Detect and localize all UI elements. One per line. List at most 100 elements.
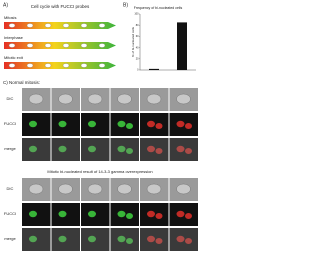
row-label: Mitotic exit [4,55,24,60]
row-label: FUCCI [4,211,16,216]
nucleus [58,145,67,153]
nucleus [58,210,67,218]
nucleus [117,210,126,218]
cell-icon [98,43,106,48]
cell-icon [26,63,34,68]
row-label: FUCCI [4,121,16,126]
row-label: merge [4,236,16,241]
overlay [169,138,198,161]
overlay [51,228,80,251]
nucleus [29,145,37,153]
nucleus [88,145,96,153]
nucleus [126,238,133,244]
cell [58,183,73,195]
nucleus [155,148,163,154]
nucleus [117,235,126,243]
nucleus [58,235,67,243]
row-label: merge [4,146,16,151]
cell [87,93,103,105]
cell [28,183,44,195]
cell-icon [62,43,70,48]
nucleus [126,148,133,154]
nucleus [29,120,37,128]
cell-icon [44,63,52,68]
cell-icon [26,23,34,28]
overlay [51,138,80,161]
cell [117,93,132,105]
row-label: Mitosis [4,15,16,20]
nucleus [176,120,185,128]
panel-label: B) [123,2,128,8]
y-tick-label: 80 [136,24,139,27]
bar [177,22,187,70]
y-tick-label: 0 [137,69,139,72]
nucleus [126,123,133,129]
nucleus [176,210,185,218]
nucleus [147,210,155,218]
cell-icon [44,23,52,28]
y-tick-label: 60 [136,35,139,38]
overlay [169,228,198,251]
nucleus [185,123,192,129]
cell-icon [80,43,88,48]
row-label: Interphase [4,35,24,40]
cell-icon [98,63,106,68]
row-label: DIC [7,96,14,101]
row-label: DIC [7,186,14,191]
cell [58,93,73,105]
y-tick-label: 100 [134,13,139,16]
nucleus [176,145,185,153]
panel-label: C) [3,80,8,85]
nucleus [185,213,192,219]
figure: A) Cell cycle with FUCCI probes B) Frequ… [3,2,198,251]
cell [146,93,162,105]
nucleus [147,235,155,243]
overlay [110,228,139,251]
cell-icon [44,43,52,48]
cell [176,93,191,105]
cell-icon [8,43,16,48]
nucleus [88,235,96,243]
cell-icon [26,43,34,48]
panel-label: A) [3,2,8,8]
cell [117,183,132,195]
nucleus [88,210,96,218]
nucleus [155,238,163,244]
cell-icon [8,63,16,68]
cell [146,183,162,195]
nucleus [185,238,192,244]
nucleus [155,213,163,219]
nucleus [88,120,96,128]
overlay [81,138,110,161]
cell-icon [62,63,70,68]
cell-icon [80,23,88,28]
nucleus [185,148,192,154]
cell-icon [62,23,70,28]
nucleus [117,145,126,153]
cell [28,93,44,105]
nucleus [58,120,67,128]
nucleus [126,213,133,219]
cell-icon [98,23,106,28]
overlay [81,228,110,251]
overlay [22,138,51,161]
y-axis-label: % of bi-nucleated cells [131,26,135,57]
overlay [140,138,169,161]
nucleus [155,123,163,129]
cell-icon [80,63,88,68]
overlay [140,228,169,251]
y-tick-label: 40 [136,46,139,49]
y-tick-label: 20 [136,57,139,60]
bar [149,68,159,70]
section-title: C) Normal mitosis: [3,80,40,85]
panel-title: Cell cycle with FUCCI probes [31,4,90,9]
cell [87,183,103,195]
panel-title: Normal mitosis: [9,80,40,85]
nucleus [117,120,126,128]
nucleus [29,210,37,218]
nucleus [147,120,155,128]
cell-icon [8,23,16,28]
overlay [22,228,51,251]
section-title: Mitotic bi-nucleated result of 14-3-3 ga… [47,169,152,174]
nucleus [176,235,185,243]
